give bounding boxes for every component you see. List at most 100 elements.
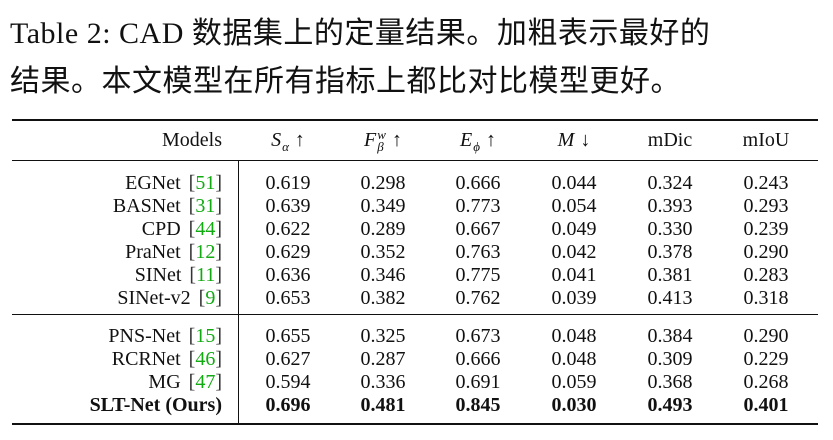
value-cell: 0.039 [551, 286, 597, 309]
header-cell: mDic [647, 129, 693, 151]
model-cell: SINet-v2 [9] [117, 287, 222, 309]
superscript: w [377, 127, 386, 143]
value-cell: 0.048 [551, 325, 597, 347]
value-cell: 0.346 [360, 263, 406, 286]
value-cell: 0.773 [455, 194, 501, 217]
caption-line: Table 2: CAD 数据集上的定量结果。加粗表示最好的 [10, 17, 711, 50]
value-cell: 0.627 [265, 347, 311, 370]
value-cell: 0.381 [647, 263, 693, 286]
header-cell: Models [162, 129, 222, 151]
value-cell: 0.384 [647, 325, 693, 347]
arrow: ↑ [294, 129, 305, 151]
citation: [12] [188, 240, 222, 263]
group-rule [12, 314, 818, 315]
value-cell: 0.368 [647, 370, 693, 393]
value-cell: 0.290 [743, 240, 789, 263]
value-cell: 0.289 [360, 217, 406, 240]
header-cell: mIoU [742, 129, 790, 151]
value-cell: 0.378 [647, 240, 693, 263]
model-cell: MG [47] [148, 371, 222, 393]
value-cell: 0.325 [360, 325, 406, 347]
value-cell: 0.413 [647, 286, 693, 309]
model-name: EGNet [125, 172, 181, 194]
value-cell: 0.653 [265, 286, 311, 309]
model-cell: RCRNet [46] [112, 348, 222, 370]
model-name: SINet-v2 [117, 286, 191, 309]
subscript: β [377, 139, 384, 155]
value-cell: 0.845 [455, 393, 501, 416]
citation: [46] [188, 347, 222, 370]
value-cell: 0.349 [360, 194, 406, 217]
value-cell: 0.059 [551, 370, 597, 393]
metric-symbol: F [364, 129, 377, 151]
value-cell: 0.666 [455, 172, 501, 194]
value-cell: 0.352 [360, 240, 406, 263]
arrow: ↑ [485, 129, 496, 151]
value-cell: 0.324 [647, 172, 693, 194]
value-cell: 0.042 [551, 240, 597, 263]
value-cell: 0.622 [265, 217, 311, 240]
value-cell: 0.330 [647, 217, 693, 240]
value-cell: 0.044 [551, 172, 597, 194]
header-cell: E ϕ ↑ [460, 129, 496, 153]
citation: [47] [188, 370, 222, 393]
value-cell: 0.691 [455, 370, 501, 393]
subscript: ϕ [473, 139, 480, 155]
value-cell: 0.763 [455, 240, 501, 263]
model-cell: BASNet [31] [113, 195, 222, 217]
header-cell: S α ↑ [271, 129, 305, 153]
model-name: SLT-Net (Ours) [89, 393, 222, 416]
value-cell: 0.054 [551, 194, 597, 217]
value-cell: 0.336 [360, 370, 406, 393]
value-cell: 0.382 [360, 286, 406, 309]
value-cell: 0.639 [265, 194, 311, 217]
value-cell: 0.287 [360, 347, 406, 370]
metric-symbol: M [557, 129, 575, 151]
value-cell: 0.239 [743, 217, 789, 240]
value-cell: 0.048 [551, 347, 597, 370]
value-cell: 0.673 [455, 325, 501, 347]
model-cell: CPD [44] [142, 218, 222, 240]
value-cell: 0.666 [455, 347, 501, 370]
citation: [15] [188, 325, 222, 347]
value-cell: 0.393 [647, 194, 693, 217]
value-cell: 0.293 [743, 194, 789, 217]
caption-line: 结果。本文模型在所有指标上都比对比模型更好。 [10, 65, 681, 98]
citation: [44] [188, 217, 222, 240]
header-cell: M ↓ [558, 129, 591, 151]
value-cell: 0.493 [647, 393, 693, 416]
value-cell: 0.667 [455, 217, 501, 240]
model-name: PNS-Net [108, 325, 181, 347]
value-cell: 0.636 [265, 263, 311, 286]
bottom-rule [12, 423, 818, 425]
model-cell: SINet [11] [135, 264, 222, 286]
value-cell: 0.775 [455, 263, 501, 286]
value-cell: 0.243 [743, 172, 789, 194]
value-cell: 0.030 [551, 393, 597, 416]
citation: [11] [189, 263, 222, 286]
metric-symbol: S [271, 129, 282, 151]
model-cell: EGNet [51] [125, 172, 222, 194]
header-rule [12, 160, 818, 161]
value-cell: 0.401 [743, 393, 789, 416]
value-cell: 0.696 [265, 393, 311, 416]
script-box: α [282, 129, 289, 153]
value-cell: 0.481 [360, 393, 406, 416]
value-cell: 0.283 [743, 263, 789, 286]
model-name: PraNet [125, 240, 181, 263]
value-cell: 0.629 [265, 240, 311, 263]
citation: [31] [188, 194, 222, 217]
column-divider [238, 160, 239, 425]
subscript: α [282, 139, 289, 155]
value-cell: 0.229 [743, 347, 789, 370]
value-cell: 0.619 [265, 172, 311, 194]
arrow: ↓ [580, 129, 591, 151]
script-box: ϕ [473, 129, 480, 153]
value-cell: 0.594 [265, 370, 311, 393]
citation: [9] [198, 286, 222, 309]
value-cell: 0.049 [551, 217, 597, 240]
model-name: SINet [134, 263, 182, 286]
model-cell: PNS-Net [15] [108, 325, 222, 347]
